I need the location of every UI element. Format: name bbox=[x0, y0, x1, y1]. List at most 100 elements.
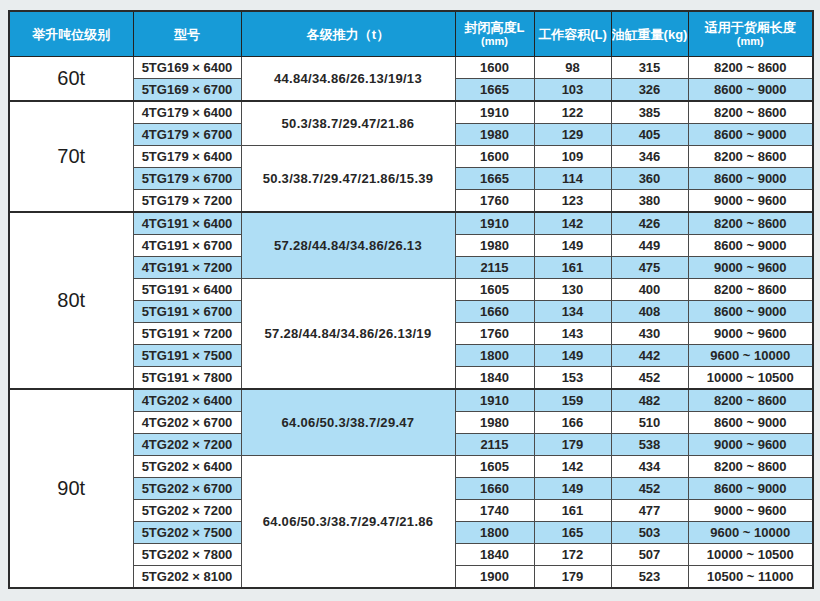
volume-cell: 123 bbox=[534, 190, 611, 213]
model-cell: 5TG202 × 6700 bbox=[133, 478, 241, 500]
volume-cell: 142 bbox=[534, 456, 611, 478]
model-cell: 5TG202 × 7500 bbox=[133, 522, 241, 544]
model-cell: 5TG179 × 7200 bbox=[133, 190, 241, 213]
weight-cell: 442 bbox=[611, 345, 688, 367]
closed-height-cell: 1840 bbox=[455, 544, 534, 566]
closed-height-cell: 1910 bbox=[455, 389, 534, 412]
model-cell: 4TG179 × 6400 bbox=[133, 101, 241, 124]
volume-cell: 129 bbox=[534, 124, 611, 146]
box-length-cell: 9000 ~ 9600 bbox=[688, 257, 813, 279]
col-weight-header: 油缸重量(kg) bbox=[611, 11, 688, 57]
weight-cell: 430 bbox=[611, 323, 688, 345]
box-length-cell: 10500 ~ 11000 bbox=[688, 566, 813, 589]
box-length-cell: 8600 ~ 9000 bbox=[688, 412, 813, 434]
weight-cell: 405 bbox=[611, 124, 688, 146]
page: 举升吨位级别 型号 各级推力（t） 封闭高度L(mm) 工作容积(L) 油缸重量… bbox=[0, 0, 820, 589]
thrust-cell: 44.84/34.86/26.13/19/13 bbox=[241, 57, 455, 102]
volume-cell: 103 bbox=[534, 79, 611, 102]
box-length-cell: 8600 ~ 9000 bbox=[688, 301, 813, 323]
table-row: 90t 4TG202 × 6400 64.06/50.3/38.7/29.47 … bbox=[9, 389, 813, 412]
model-cell: 5TG169 × 6400 bbox=[133, 57, 241, 79]
model-cell: 5TG191 × 7800 bbox=[133, 367, 241, 390]
weight-cell: 452 bbox=[611, 367, 688, 390]
weight-cell: 426 bbox=[611, 212, 688, 235]
closed-height-cell: 1605 bbox=[455, 279, 534, 301]
col-closed-height-header: 封闭高度L(mm) bbox=[455, 11, 534, 57]
volume-cell: 149 bbox=[534, 235, 611, 257]
weight-cell: 482 bbox=[611, 389, 688, 412]
col-thrust-header: 各级推力（t） bbox=[241, 11, 455, 57]
weight-cell: 523 bbox=[611, 566, 688, 589]
volume-cell: 134 bbox=[534, 301, 611, 323]
closed-height-cell: 1980 bbox=[455, 124, 534, 146]
closed-height-cell: 1600 bbox=[455, 146, 534, 168]
volume-cell: 166 bbox=[534, 412, 611, 434]
box-length-cell: 8200 ~ 8600 bbox=[688, 389, 813, 412]
weight-cell: 315 bbox=[611, 57, 688, 79]
col-volume-header: 工作容积(L) bbox=[534, 11, 611, 57]
weight-cell: 510 bbox=[611, 412, 688, 434]
weight-cell: 385 bbox=[611, 101, 688, 124]
box-length-cell: 8200 ~ 8600 bbox=[688, 212, 813, 235]
weight-cell: 360 bbox=[611, 168, 688, 190]
model-cell: 5TG179 × 6700 bbox=[133, 168, 241, 190]
box-length-cell: 9000 ~ 9600 bbox=[688, 190, 813, 213]
volume-cell: 130 bbox=[534, 279, 611, 301]
box-length-cell: 8600 ~ 9000 bbox=[688, 79, 813, 102]
model-cell: 5TG191 × 6700 bbox=[133, 301, 241, 323]
box-length-cell: 8200 ~ 8600 bbox=[688, 456, 813, 478]
col-model-header: 型号 bbox=[133, 11, 241, 57]
closed-height-cell: 1910 bbox=[455, 212, 534, 235]
weight-cell: 380 bbox=[611, 190, 688, 213]
volume-cell: 114 bbox=[534, 168, 611, 190]
closed-height-cell: 2115 bbox=[455, 257, 534, 279]
thrust-cell: 50.3/38.7/29.47/21.86 bbox=[241, 101, 455, 146]
closed-height-cell: 1840 bbox=[455, 367, 534, 390]
closed-height-cell: 1760 bbox=[455, 190, 534, 213]
volume-cell: 161 bbox=[534, 257, 611, 279]
closed-height-cell: 1760 bbox=[455, 323, 534, 345]
weight-cell: 400 bbox=[611, 279, 688, 301]
thrust-cell: 57.28/44.84/34.86/26.13 bbox=[241, 212, 455, 279]
box-length-cell: 9000 ~ 9600 bbox=[688, 323, 813, 345]
box-length-cell: 9600 ~ 10000 bbox=[688, 345, 813, 367]
tonnage-cell: 90t bbox=[9, 389, 133, 588]
closed-height-cell: 1800 bbox=[455, 345, 534, 367]
weight-cell: 475 bbox=[611, 257, 688, 279]
box-length-cell: 10000 ~ 10500 bbox=[688, 367, 813, 390]
closed-height-cell: 1605 bbox=[455, 456, 534, 478]
header-row: 举升吨位级别 型号 各级推力（t） 封闭高度L(mm) 工作容积(L) 油缸重量… bbox=[9, 11, 813, 57]
table-row: 70t 4TG179 × 6400 50.3/38.7/29.47/21.86 … bbox=[9, 101, 813, 124]
closed-height-cell: 1600 bbox=[455, 57, 534, 79]
table-row: 60t 5TG169 × 6400 44.84/34.86/26.13/19/1… bbox=[9, 57, 813, 79]
weight-cell: 326 bbox=[611, 79, 688, 102]
model-cell: 5TG202 × 6400 bbox=[133, 456, 241, 478]
box-length-cell: 9000 ~ 9600 bbox=[688, 434, 813, 456]
closed-height-cell: 1980 bbox=[455, 412, 534, 434]
box-length-cell: 9600 ~ 10000 bbox=[688, 522, 813, 544]
closed-height-cell: 1980 bbox=[455, 235, 534, 257]
closed-height-cell: 1665 bbox=[455, 168, 534, 190]
model-cell: 5TG202 × 7800 bbox=[133, 544, 241, 566]
box-length-cell: 8200 ~ 8600 bbox=[688, 101, 813, 124]
volume-cell: 143 bbox=[534, 323, 611, 345]
volume-cell: 161 bbox=[534, 500, 611, 522]
model-cell: 4TG202 × 6700 bbox=[133, 412, 241, 434]
model-cell: 5TG179 × 6400 bbox=[133, 146, 241, 168]
model-cell: 4TG202 × 6400 bbox=[133, 389, 241, 412]
closed-height-cell: 1660 bbox=[455, 301, 534, 323]
box-length-cell: 8200 ~ 8600 bbox=[688, 146, 813, 168]
box-length-cell: 8600 ~ 9000 bbox=[688, 478, 813, 500]
weight-cell: 477 bbox=[611, 500, 688, 522]
model-cell: 4TG191 × 6400 bbox=[133, 212, 241, 235]
table-row: 80t 4TG191 × 6400 57.28/44.84/34.86/26.1… bbox=[9, 212, 813, 235]
volume-cell: 179 bbox=[534, 566, 611, 589]
volume-cell: 98 bbox=[534, 57, 611, 79]
box-length-cell: 8600 ~ 9000 bbox=[688, 168, 813, 190]
closed-height-cell: 1660 bbox=[455, 478, 534, 500]
model-cell: 4TG191 × 7200 bbox=[133, 257, 241, 279]
model-cell: 4TG202 × 7200 bbox=[133, 434, 241, 456]
box-length-cell: 10000 ~ 10500 bbox=[688, 544, 813, 566]
weight-cell: 346 bbox=[611, 146, 688, 168]
weight-cell: 507 bbox=[611, 544, 688, 566]
